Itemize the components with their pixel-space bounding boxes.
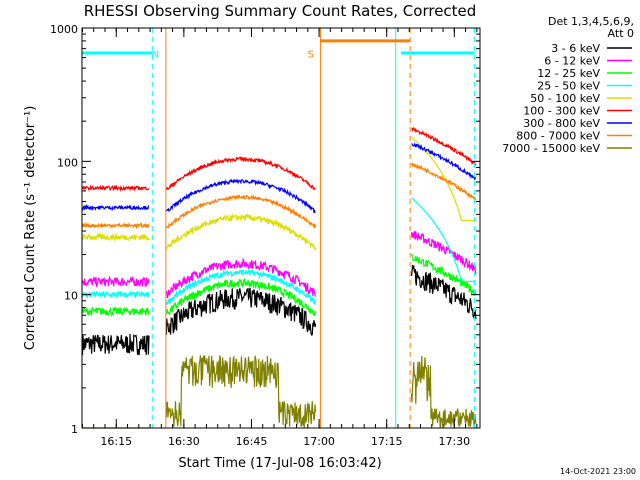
- legend-title-line-1: Det 1,3,4,5,6,9,: [548, 15, 634, 28]
- plot-frame: [81, 27, 481, 429]
- legend-label-1: 3 - 6 keV: [551, 42, 600, 55]
- series-line-7: [81, 142, 477, 214]
- legend-label-7: 300 - 800 keV: [523, 117, 600, 130]
- series-line-3: [81, 253, 477, 317]
- y-tick-label-1: 1: [71, 423, 78, 436]
- x-tick-label-6: 17:30: [438, 435, 470, 448]
- legend-label-6: 100 - 300 keV: [523, 105, 600, 118]
- axes: 1 10 100 1000 16:15 16:30 16:45 17:00 17:15 17:30: [50, 23, 481, 448]
- x-axis-label: Start Time (17-Jul-08 16:03:42): [178, 456, 381, 471]
- series-line-6: [81, 126, 477, 193]
- legend-label-2: 6 - 12 keV: [544, 55, 600, 68]
- flag-label-2: S: [308, 50, 314, 61]
- y-tick-label-4: 1000: [50, 23, 78, 36]
- y-tick-label-2: 10: [64, 290, 78, 303]
- legend-label-9: 7000 - 15000 keV: [502, 142, 600, 155]
- y-tick-label-3: 100: [57, 156, 78, 169]
- footer-timestamp: 14-Oct-2021 23:00: [560, 467, 636, 476]
- chart-title: RHESSI Observing Summary Count Rates, Co…: [84, 2, 477, 20]
- series-layer: [81, 126, 477, 429]
- x-tick-label-1: 16:15: [100, 435, 132, 448]
- x-tick-label-3: 16:45: [236, 435, 268, 448]
- series-line-4: [81, 197, 476, 305]
- x-tick-label-5: 17:15: [371, 435, 403, 448]
- legend-label-3: 12 - 25 keV: [537, 67, 600, 80]
- x-tick-label-2: 16:30: [168, 435, 200, 448]
- x-tick-label-4: 17:00: [303, 435, 335, 448]
- series-line-1: [81, 264, 477, 356]
- series-line-2: [81, 230, 477, 299]
- legend-label-5: 50 - 100 keV: [530, 92, 600, 105]
- legend-label-8: 800 - 7000 keV: [516, 130, 600, 143]
- y-axis-label: Corrected Count Rate (s⁻¹ detector⁻¹): [23, 106, 38, 351]
- flag-label-1: N: [152, 50, 159, 61]
- series-line-8: [81, 161, 477, 230]
- legend-title-line-2: Att 0: [608, 27, 634, 40]
- legend-label-4: 25 - 50 keV: [537, 80, 600, 93]
